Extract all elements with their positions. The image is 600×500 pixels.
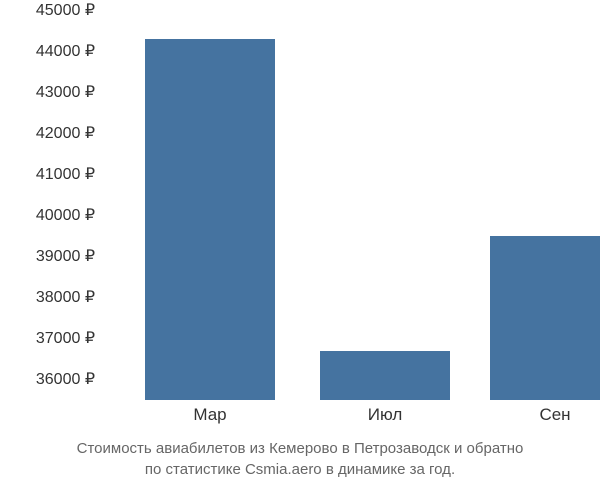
y-tick-label: 42000 ₽ [36,123,95,143]
y-tick-label: 43000 ₽ [36,82,95,102]
y-tick-label: 37000 ₽ [36,328,95,348]
caption: Стоимость авиабилетов из Кемерово в Петр… [0,438,600,480]
chart-container: 36000 ₽ 37000 ₽ 38000 ₽ 39000 ₽ 40000 ₽ 41000… [0,0,600,500]
y-tick-label: 38000 ₽ [36,287,95,307]
bar-Июл [320,351,450,400]
y-tick-label: 39000 ₽ [36,246,95,266]
bar-Мар [145,39,275,400]
y-tick-label: 36000 ₽ [36,369,95,389]
caption-line1: Стоимость авиабилетов из Кемерово в Петр… [77,440,524,457]
y-tick-label: 45000 ₽ [36,0,95,20]
y-tick-label: 44000 ₽ [36,41,95,61]
caption-line2: по статистике Csmia.aero в динамике за г… [145,461,455,478]
bar-Сен [490,236,600,400]
y-tick-label: 41000 ₽ [36,164,95,184]
x-tick-label: Сен [539,405,570,425]
y-tick-label: 40000 ₽ [36,205,95,225]
x-tick-label: Июл [368,405,403,425]
plot-area [100,10,590,400]
x-tick-label: Мар [193,405,226,425]
